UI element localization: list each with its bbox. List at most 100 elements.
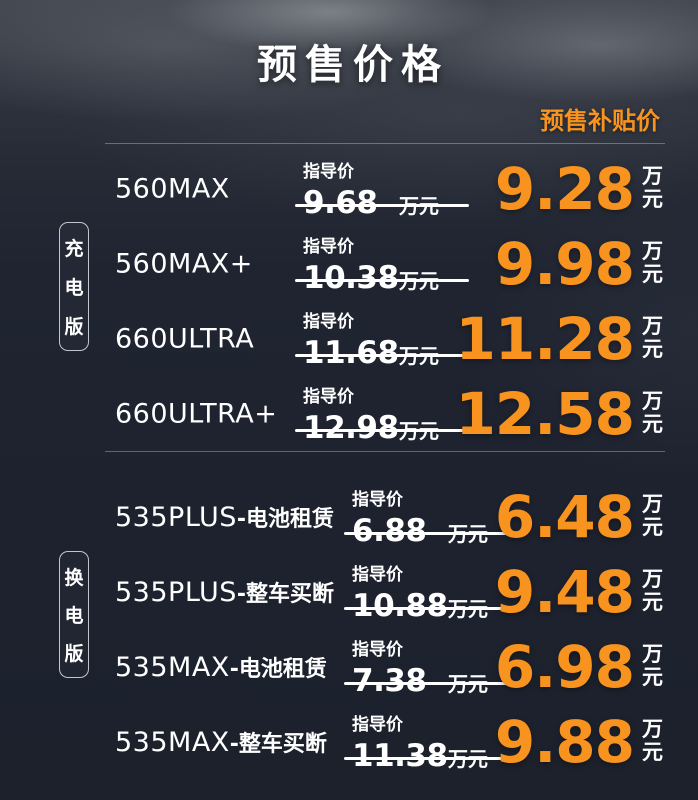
subsidy-price-unit: 万 元 <box>642 718 663 764</box>
guide-price-block: 指导价 11.68 万元 <box>295 307 475 371</box>
subsidy-price-unit: 万 元 <box>642 493 663 539</box>
subsidy-price-block: 9.88 万 元 <box>495 713 663 771</box>
unit-wan: 万 <box>642 642 663 667</box>
subsidy-price-unit: 万 元 <box>642 568 663 614</box>
model-label: 535PLUS -电池租赁 <box>115 501 334 533</box>
model-name: 535PLUS <box>115 576 237 608</box>
section-rows: 560MAX 指导价 9.68 万元 9.28 万 元 560MAX+ 指导价 … <box>0 144 698 451</box>
guide-price-strikethrough: 10.38 万元 <box>295 259 475 296</box>
guide-price-value: 11.38 <box>352 737 448 774</box>
price-table: 充电版 560MAX 指导价 9.68 万元 9.28 万 元 560MAX+ … <box>0 143 698 779</box>
guide-price-unit: 万元 <box>399 193 439 218</box>
model-label: 560MAX+ <box>115 248 253 279</box>
guide-price-value: 6.88 <box>352 512 427 549</box>
model-name: 560MAX+ <box>115 248 253 279</box>
subsidy-price-block: 9.28 万 元 <box>495 160 663 218</box>
subsidy-price-value: 11.28 <box>455 304 635 373</box>
model-variant-suffix: -整车买断 <box>229 731 327 757</box>
guide-price-block: 指导价 10.38 万元 <box>295 232 475 296</box>
unit-wan: 万 <box>642 164 663 189</box>
price-row: 560MAX+ 指导价 10.38 万元 9.98 万 元 <box>0 226 698 301</box>
version-label-char: 版 <box>64 316 84 338</box>
subsidy-price-unit: 万 元 <box>642 390 663 436</box>
model-variant-suffix: -电池租赁 <box>229 656 327 682</box>
subsidy-price-unit: 万 元 <box>642 643 663 689</box>
model-name: 660ULTRA+ <box>115 398 278 429</box>
model-label: 535MAX -电池租赁 <box>115 651 327 683</box>
guide-price-block: 指导价 10.88 万元 <box>344 560 524 624</box>
subsidy-price-value: 12.58 <box>455 379 635 448</box>
model-label: 535MAX -整车买断 <box>115 726 327 758</box>
guide-price-block: 指导价 9.68 万元 <box>295 157 475 221</box>
subsidy-price-label: 预售补贴价 <box>540 107 660 135</box>
page-title: 预售价格 <box>257 42 449 88</box>
version-section: 充电版 560MAX 指导价 9.68 万元 9.28 万 元 560MAX+ … <box>0 143 698 451</box>
subsidy-price-unit: 万 元 <box>642 165 663 211</box>
price-row: 660ULTRA+ 指导价 12.98 万元 12.58 万 元 <box>0 376 698 451</box>
model-label: 660ULTRA <box>115 323 254 354</box>
guide-price-value: 12.98 <box>303 409 399 446</box>
subsidy-price-block: 6.98 万 元 <box>495 638 663 696</box>
guide-price-block: 指导价 11.38 万元 <box>344 710 524 774</box>
guide-price-unit: 万元 <box>399 268 439 293</box>
model-variant-suffix: -电池租赁 <box>236 506 335 532</box>
unit-wan: 万 <box>642 492 663 517</box>
unit-wan: 万 <box>642 567 663 592</box>
guide-price-strikethrough: 7.38 万元 <box>344 663 524 699</box>
unit-yuan: 元 <box>642 411 663 436</box>
price-row: 535PLUS -整车买断 指导价 10.88 万元 9.48 万 元 <box>0 554 698 629</box>
subsidy-price-block: 6.48 万 元 <box>495 488 663 546</box>
version-label-char: 换 <box>64 567 84 589</box>
price-row: 535MAX -整车买断 指导价 11.38 万元 9.88 万 元 <box>0 704 698 779</box>
subsidy-price-unit: 万 元 <box>642 240 663 286</box>
guide-price-strikethrough: 11.38 万元 <box>344 737 524 774</box>
subsidy-price-value: 6.98 <box>494 632 635 701</box>
model-label: 560MAX <box>115 173 230 204</box>
unit-yuan: 元 <box>642 664 663 689</box>
model-name: 560MAX <box>115 173 230 204</box>
version-label-box: 充电版 <box>59 222 89 351</box>
section-divider <box>105 143 665 144</box>
guide-price-strikethrough: 10.88 万元 <box>344 587 524 624</box>
unit-yuan: 元 <box>642 186 663 211</box>
guide-price-value: 10.38 <box>303 259 399 296</box>
unit-yuan: 元 <box>642 336 663 361</box>
model-variant-suffix: -整车买断 <box>236 581 335 607</box>
subsidy-price-value: 9.28 <box>494 154 635 223</box>
guide-price-strikethrough: 9.68 万元 <box>295 184 475 221</box>
guide-price-label: 指导价 <box>352 489 403 510</box>
guide-price-unit: 万元 <box>448 596 488 621</box>
guide-price-label: 指导价 <box>352 639 403 660</box>
guide-price-label: 指导价 <box>303 311 354 332</box>
guide-price-label: 指导价 <box>303 161 354 182</box>
price-row: 535MAX -电池租赁 指导价 7.38 万元 6.98 万 元 <box>0 629 698 704</box>
unit-yuan: 元 <box>642 589 663 614</box>
guide-price-block: 指导价 6.88 万元 <box>344 485 524 549</box>
section-divider <box>105 451 665 452</box>
price-row: 660ULTRA 指导价 11.68 万元 11.28 万 元 <box>0 301 698 376</box>
guide-price-value: 10.88 <box>352 587 448 624</box>
guide-price-unit: 万元 <box>448 521 488 546</box>
guide-price-block: 指导价 12.98 万元 <box>295 382 475 446</box>
poster-header: 预售价格 预售补贴价 <box>0 0 698 143</box>
model-name: 535MAX <box>115 726 230 758</box>
model-name: 535PLUS <box>115 501 237 533</box>
unit-yuan: 元 <box>642 739 663 764</box>
guide-price-strikethrough: 6.88 万元 <box>344 512 524 549</box>
version-label-char: 版 <box>64 643 84 665</box>
subsidy-price-value: 9.98 <box>494 229 635 298</box>
subsidy-price-unit: 万 元 <box>642 315 663 361</box>
unit-wan: 万 <box>642 389 663 414</box>
guide-price-value: 9.68 <box>303 184 378 221</box>
version-label-char: 充 <box>64 238 84 260</box>
unit-wan: 万 <box>642 239 663 264</box>
version-label-char: 电 <box>64 277 84 299</box>
version-label-char: 电 <box>64 605 84 627</box>
guide-price-value: 11.68 <box>303 334 399 371</box>
version-label-box: 换电版 <box>59 551 89 678</box>
guide-price-unit: 万元 <box>448 671 488 696</box>
model-label: 660ULTRA+ <box>115 398 277 429</box>
guide-price-strikethrough: 11.68 万元 <box>295 334 475 371</box>
guide-price-unit: 万元 <box>448 746 488 771</box>
